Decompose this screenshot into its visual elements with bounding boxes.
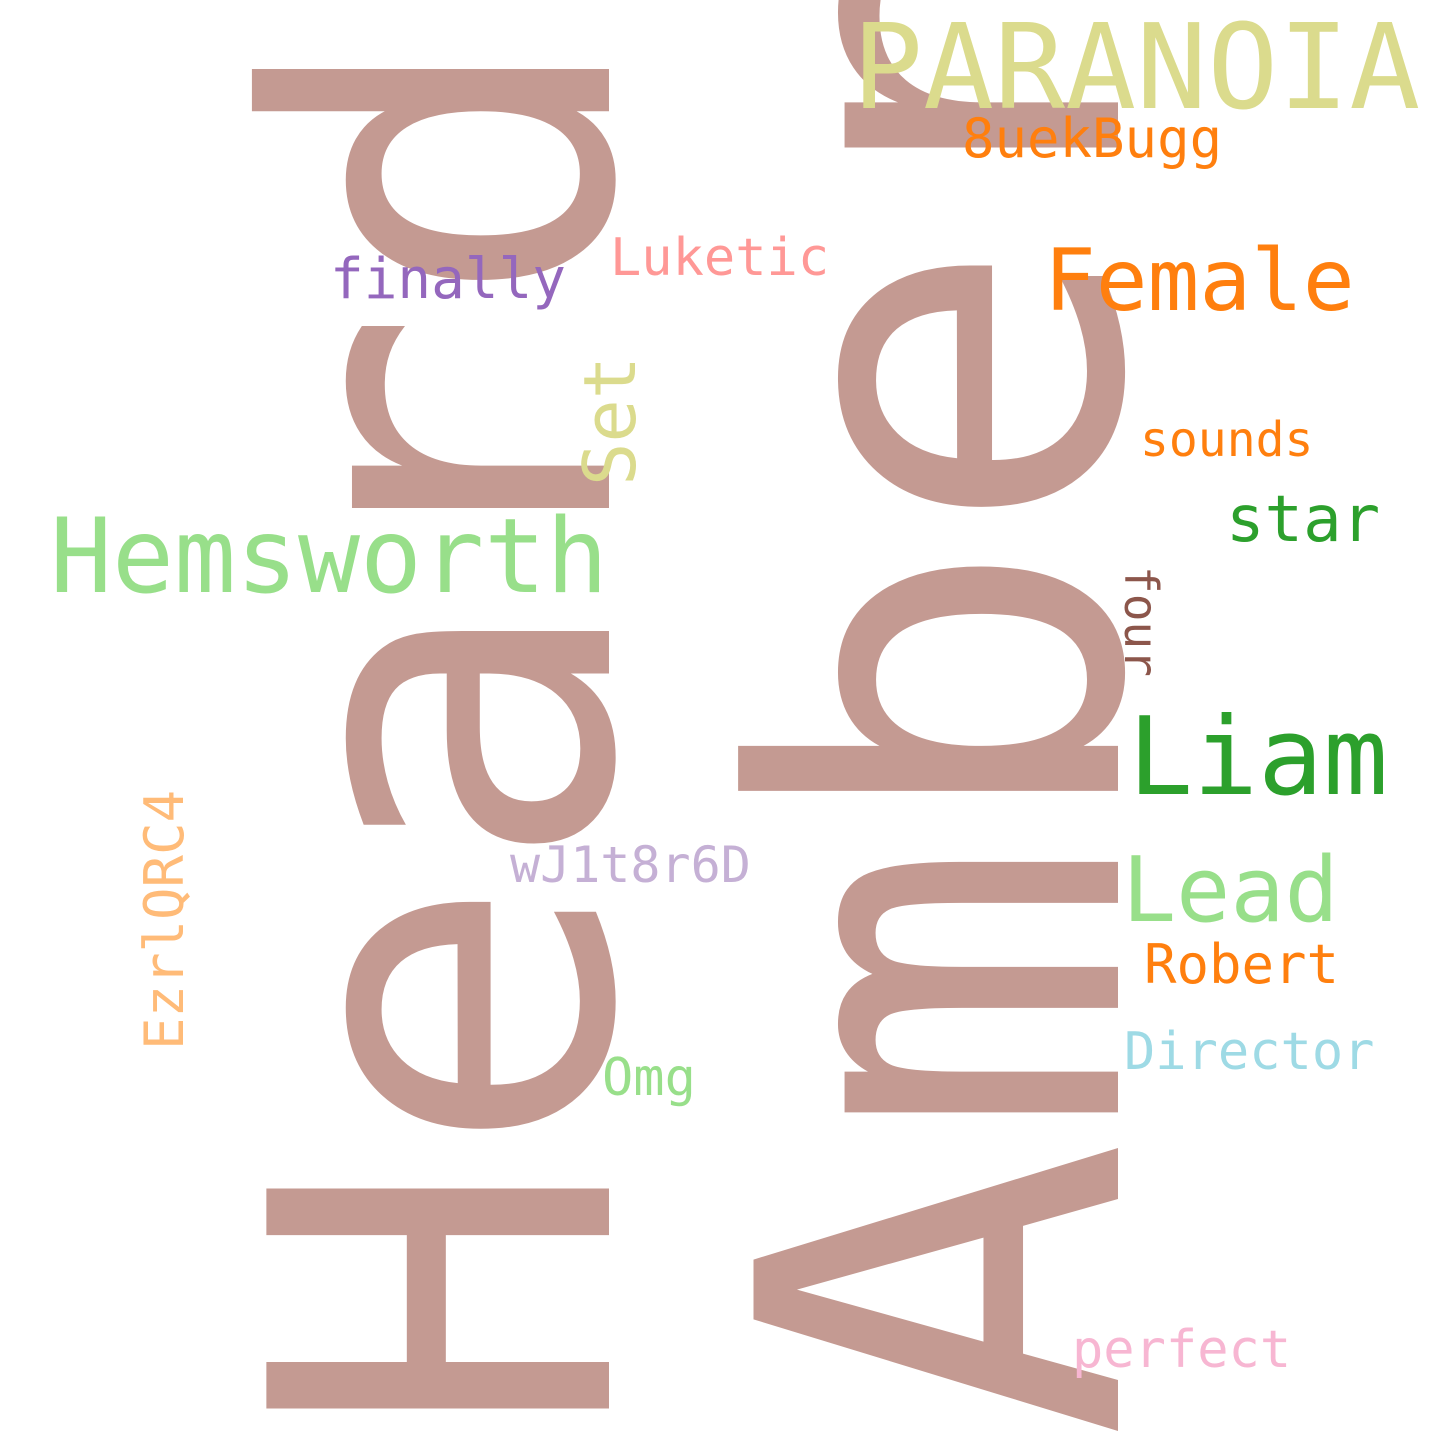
word-luketic: Luketic — [610, 228, 830, 288]
word-robert: Robert — [1144, 933, 1340, 996]
word-amber: Amber — [654, 0, 1236, 1440]
word-four: four — [1114, 566, 1168, 677]
word-8uekbugg: 8uekBugg — [962, 107, 1223, 170]
word-female: Female — [1044, 231, 1355, 331]
word-director: Director — [1124, 1022, 1375, 1082]
word-hemsworth: Hemsworth — [50, 497, 609, 617]
word-wj1t8r6d: wJ1t8r6D — [510, 836, 751, 894]
word-liam: Liam — [1128, 695, 1389, 820]
word-ezrlqrc4: EzrlQRC4 — [133, 789, 196, 1050]
word-star: star — [1226, 483, 1381, 557]
word-set: Set — [568, 355, 652, 486]
word-paranoia: PARANOIA — [852, 0, 1421, 136]
word-perfect: perfect — [1072, 1320, 1292, 1380]
word-lead: Lead — [1122, 838, 1339, 943]
word-finally: finally — [330, 247, 567, 312]
word-sounds: sounds — [1140, 412, 1314, 468]
word-omg: Omg — [602, 1048, 696, 1108]
